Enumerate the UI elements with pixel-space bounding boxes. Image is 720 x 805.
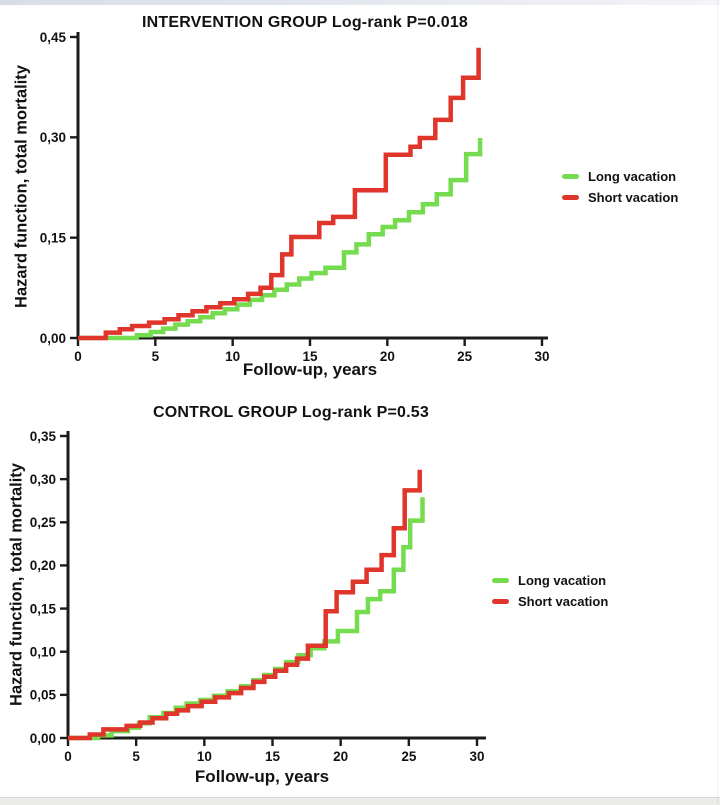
- intervention-y-axis-label: Hazard function, total mortality: [12, 65, 31, 308]
- x-tick-label: 10: [225, 349, 240, 364]
- y-tick-label: 0,00: [40, 331, 66, 346]
- x-tick-label: 30: [469, 749, 484, 764]
- y-tick-label: 0,25: [30, 515, 57, 530]
- x-tick-label: 20: [380, 349, 395, 364]
- right-edge-line: [717, 0, 718, 804]
- axes: [66, 431, 486, 740]
- legend-item-long-vacation: Long vacation: [492, 570, 608, 591]
- series-line-long-vacation: [68, 497, 425, 741]
- x-tick-label: 5: [132, 749, 140, 764]
- x-tick-label: 15: [265, 749, 281, 764]
- y-tick-label: 0,00: [30, 731, 56, 746]
- y-tick-label: 0,15: [30, 601, 57, 616]
- y-tick-label: 0,30: [40, 130, 66, 145]
- legend-label-long-vacation: Long vacation: [518, 573, 607, 588]
- bottom-edge-artifact: [0, 797, 720, 805]
- x-tick-label: 15: [302, 349, 318, 364]
- control-legend: Long vacation Short vacation: [492, 570, 608, 612]
- legend-label-long-vacation: Long vacation: [588, 169, 677, 184]
- y-tick-label: 0,20: [30, 558, 56, 573]
- short-vacation-swatch-icon: [492, 599, 509, 604]
- legend-label-short-vacation: Short vacation: [518, 594, 609, 609]
- y-tick-label: 0,10: [30, 645, 56, 660]
- x-tick-label: 20: [333, 749, 348, 764]
- series-line-short-vacation: [68, 469, 422, 741]
- series-line-short-vacation: [78, 47, 481, 341]
- x-tick-label: 5: [152, 349, 160, 364]
- legend-item-short-vacation: Short vacation: [492, 591, 608, 612]
- control-y-axis-label: Hazard function, total mortality: [7, 463, 26, 706]
- intervention-chart-title: INTERVENTION GROUP Log-rank P=0.018: [141, 14, 469, 31]
- legend-item-short-vacation: Short vacation: [562, 187, 678, 208]
- short-vacation-swatch-icon: [562, 195, 579, 200]
- intervention-legend: Long vacation Short vacation: [562, 166, 678, 208]
- y-tick-label: 0,30: [30, 472, 56, 487]
- legend-label-short-vacation: Short vacation: [588, 190, 679, 205]
- x-tick-label: 0: [64, 749, 72, 764]
- x-tick-label: 0: [74, 349, 82, 364]
- x-tick-label: 25: [401, 749, 417, 764]
- y-tick-label: 0,15: [40, 230, 67, 245]
- series-line-long-vacation: [78, 138, 483, 341]
- top-edge-artifact: [0, 0, 720, 5]
- x-tick-label: 10: [197, 749, 212, 764]
- intervention-x-axis-label: Follow-up, years: [242, 360, 378, 379]
- control-x-axis-label: Follow-up, years: [194, 767, 330, 786]
- legend-item-long-vacation: Long vacation: [562, 166, 678, 187]
- x-tick-label: 25: [457, 349, 473, 364]
- y-tick-label: 0,35: [30, 429, 57, 444]
- y-tick-label: 0,05: [30, 688, 57, 703]
- long-vacation-swatch-icon: [492, 578, 509, 583]
- y-tick-label: 0,45: [40, 30, 67, 45]
- x-tick-label: 30: [534, 349, 549, 364]
- control-chart-title: CONTROL GROUP Log-rank P=0.53: [153, 404, 429, 421]
- long-vacation-swatch-icon: [562, 174, 579, 179]
